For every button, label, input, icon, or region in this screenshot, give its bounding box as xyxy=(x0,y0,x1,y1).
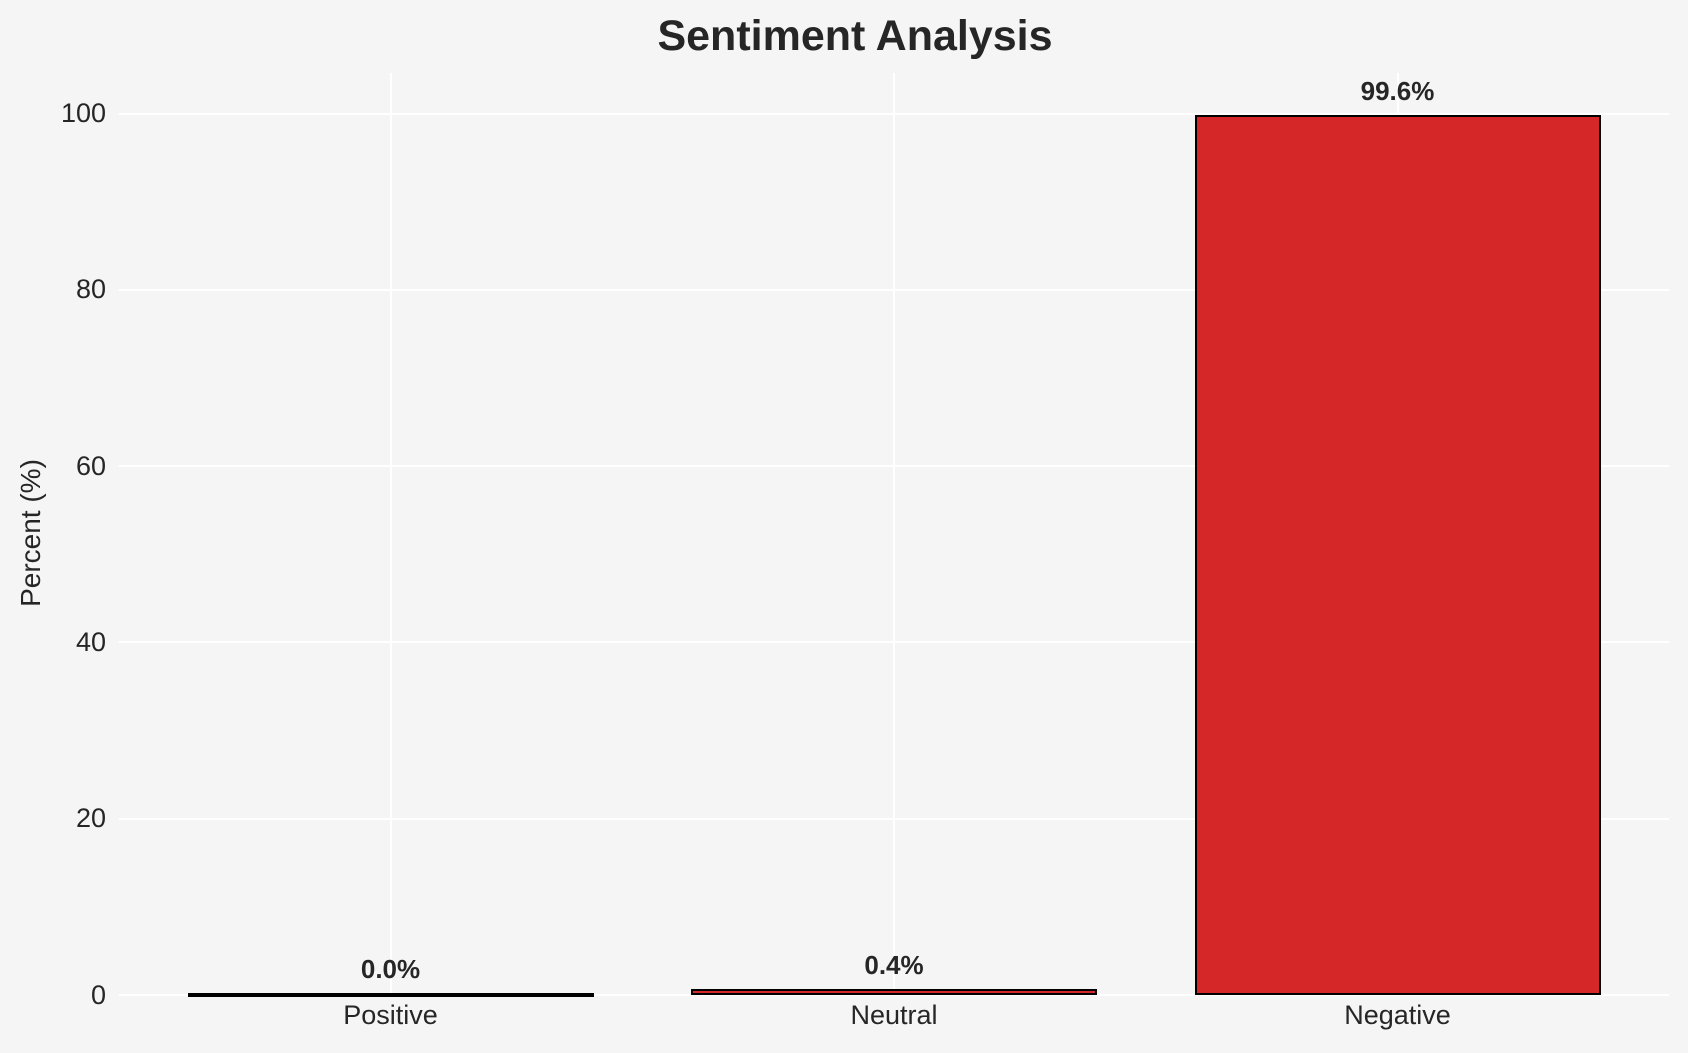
bar-positive xyxy=(187,993,594,997)
y-tick-label: 60 xyxy=(75,450,106,481)
bar-negative xyxy=(1194,115,1601,995)
gridline-vertical xyxy=(389,73,392,995)
x-tick-label: Neutral xyxy=(850,1000,938,1030)
y-axis-label: Percent (%) xyxy=(15,459,46,607)
bar-value-label: 99.6% xyxy=(1360,76,1435,107)
bar-value-label: 0.0% xyxy=(360,954,421,984)
gridline-horizontal xyxy=(118,994,1669,996)
y-tick-label: 40 xyxy=(75,626,106,657)
y-tick-label: 0 xyxy=(90,979,106,1010)
y-tick-label: 100 xyxy=(60,98,106,128)
gridline-vertical xyxy=(893,73,895,995)
x-tick-label: Negative xyxy=(1344,1000,1451,1030)
chart-title: Sentiment Analysis xyxy=(657,12,1053,60)
x-tick-label: Positive xyxy=(343,1000,438,1030)
y-tick-label: 80 xyxy=(75,274,106,305)
bar-value-label: 0.4% xyxy=(864,950,924,981)
bar-neutral xyxy=(691,989,1097,995)
y-tick-label: 20 xyxy=(75,803,106,834)
